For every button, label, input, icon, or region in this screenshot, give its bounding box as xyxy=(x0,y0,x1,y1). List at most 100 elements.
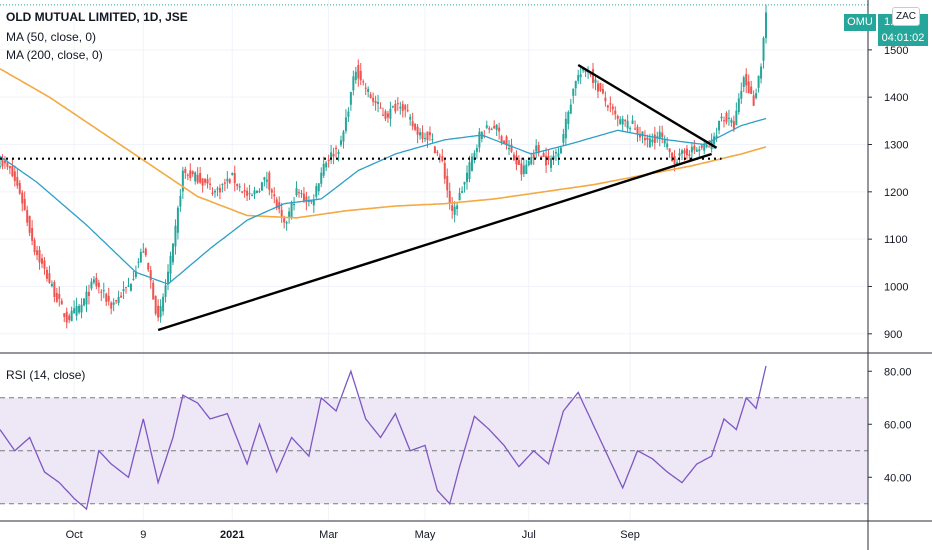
candle-body xyxy=(656,136,659,138)
candle-body xyxy=(315,186,318,197)
candle-body xyxy=(695,149,698,152)
candle-body xyxy=(401,104,404,111)
candle-body xyxy=(83,298,86,306)
ma50-line xyxy=(0,117,767,285)
candle-body xyxy=(16,176,19,186)
candle-body xyxy=(700,145,703,148)
candle-body xyxy=(280,209,283,217)
candle-body xyxy=(246,190,249,196)
candle-body xyxy=(599,83,602,91)
candle-body xyxy=(542,153,545,157)
candle-body xyxy=(609,103,612,105)
candle-body xyxy=(668,148,671,153)
candle-body xyxy=(715,135,718,139)
candle-body xyxy=(209,183,212,185)
candle-body xyxy=(290,202,293,218)
candle-body xyxy=(740,90,743,99)
candle-body xyxy=(293,203,296,206)
candle-body xyxy=(213,190,216,193)
candle-body xyxy=(349,92,352,105)
candle-body xyxy=(611,106,614,110)
candle-body xyxy=(416,126,419,135)
candle-body xyxy=(33,240,36,253)
candle-body xyxy=(456,205,459,210)
candle-body xyxy=(164,285,167,297)
candle-body xyxy=(330,152,333,159)
candle-body xyxy=(396,103,399,105)
candle-body xyxy=(377,102,380,104)
candle-body xyxy=(342,131,345,142)
candle-body xyxy=(663,139,666,144)
candle-body xyxy=(8,166,11,169)
candle-body xyxy=(265,179,268,182)
candle-body xyxy=(238,186,241,188)
candle-body xyxy=(678,153,681,156)
candle-body xyxy=(87,291,90,297)
candle-body xyxy=(372,97,375,102)
candle-body xyxy=(621,118,624,125)
candle-body xyxy=(488,128,491,130)
price-scale-bg xyxy=(868,0,932,550)
candle-body xyxy=(115,300,118,302)
candle-body xyxy=(248,193,251,195)
candle-body xyxy=(3,160,6,164)
candle-body xyxy=(550,158,553,168)
candle-body xyxy=(176,207,179,233)
candle-body xyxy=(167,271,170,283)
candles xyxy=(0,4,767,329)
timer-badge: 04:01:02 xyxy=(878,31,928,46)
symbol-badge[interactable]: ZAC xyxy=(892,7,920,26)
candle-body xyxy=(191,171,194,175)
candle-body xyxy=(270,189,273,193)
candle-body xyxy=(451,205,454,211)
candle-body xyxy=(537,145,540,154)
candle-body xyxy=(426,131,429,141)
candle-body xyxy=(147,263,150,270)
time-tick-label: Mar xyxy=(319,529,338,541)
candle-body xyxy=(258,191,261,193)
candle-body xyxy=(629,128,632,130)
candle-body xyxy=(436,151,439,153)
candle-body xyxy=(110,302,113,309)
time-tick-label: Jul xyxy=(522,529,536,541)
candle-body xyxy=(424,138,427,140)
candle-body xyxy=(414,123,417,130)
candle-body xyxy=(95,277,98,287)
candle-body xyxy=(732,121,735,129)
price-tick-label: 1400 xyxy=(884,92,908,104)
candle-body xyxy=(253,190,256,195)
candle-body xyxy=(431,139,434,141)
candle-body xyxy=(535,145,538,152)
candle-body xyxy=(288,211,291,217)
candle-body xyxy=(473,152,476,161)
candle-body xyxy=(216,188,219,190)
candle-body xyxy=(100,291,103,293)
candle-body xyxy=(364,87,367,89)
candle-body xyxy=(120,295,123,298)
candle-body xyxy=(169,255,172,274)
candle-body xyxy=(722,120,725,122)
candle-body xyxy=(688,154,691,156)
candle-body xyxy=(273,194,276,197)
rsi-tick-label: 60.00 xyxy=(884,419,912,431)
candle-body xyxy=(468,162,471,180)
candle-body xyxy=(562,134,565,143)
ma200-legend: MA (200, close, 0) xyxy=(6,48,103,62)
candle-body xyxy=(300,193,303,195)
candle-body xyxy=(305,196,308,203)
candle-body xyxy=(154,296,157,314)
candle-body xyxy=(379,107,382,109)
candle-body xyxy=(179,195,182,207)
candle-body xyxy=(38,249,41,263)
candle-body xyxy=(31,227,34,241)
candle-body xyxy=(18,182,21,194)
candle-body xyxy=(28,215,31,233)
candle-body xyxy=(359,70,362,81)
price-tick-label: 1100 xyxy=(884,234,908,246)
candle-body xyxy=(735,110,738,125)
candle-body xyxy=(616,115,619,119)
candle-body xyxy=(41,258,44,264)
candle-body xyxy=(757,75,760,88)
candle-body xyxy=(577,75,580,81)
ticker-badge: OMU xyxy=(844,14,876,31)
